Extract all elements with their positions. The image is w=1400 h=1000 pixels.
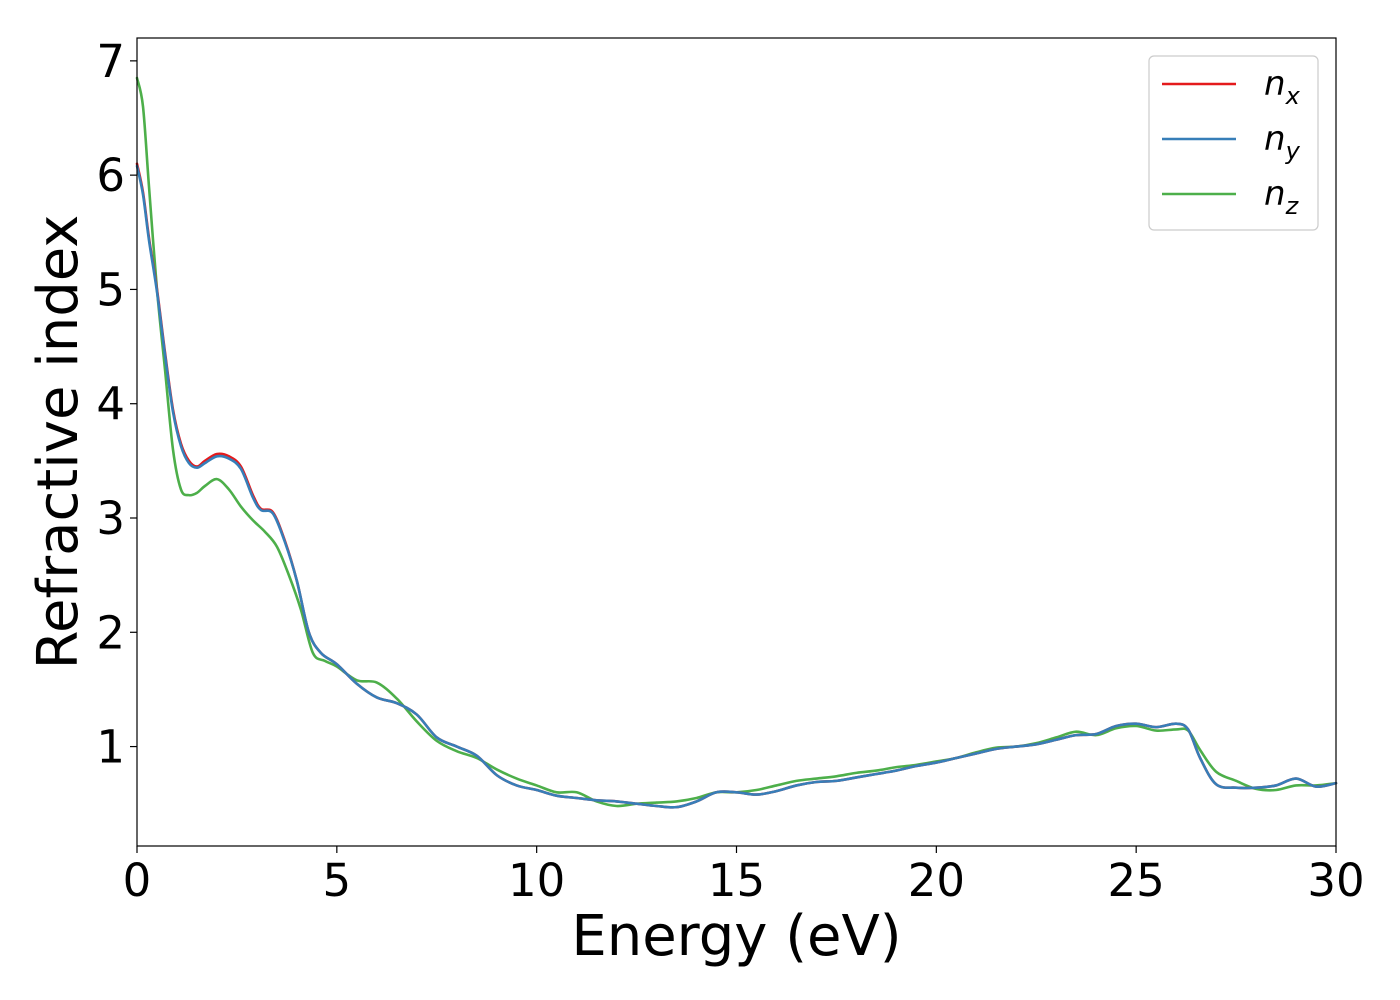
legend: nx ny nz: [1148, 55, 1319, 231]
y-tick-label: 7: [96, 35, 125, 88]
legend-label-z: nz: [1264, 174, 1300, 220]
x-tick-label: 5: [323, 854, 352, 907]
y-tick-label: 2: [96, 606, 125, 659]
x-tick-label: 15: [708, 854, 765, 907]
y-tick-label: 3: [96, 492, 125, 545]
axis-ticks: 0 5 10 15 20 25 30 1 2 3 4 5 6 7: [96, 35, 1364, 907]
x-tick-label: 10: [508, 854, 565, 907]
y-tick-label: 4: [96, 378, 125, 431]
y-tick-label: 5: [96, 263, 125, 316]
legend-box: [1148, 55, 1319, 231]
series-layer: [135, 76, 1338, 809]
x-tick-label: 25: [1108, 854, 1165, 907]
y-tick-label: 1: [96, 721, 125, 774]
x-axis-label: Energy (eV): [571, 904, 901, 969]
y-axis-label: Refractive index: [26, 215, 91, 670]
x-tick-label: 30: [1307, 854, 1364, 907]
legend-label-x: nx: [1264, 64, 1301, 110]
x-tick-label: 0: [123, 854, 152, 907]
y-tick-label: 6: [96, 149, 125, 202]
x-tick-label: 20: [908, 854, 965, 907]
legend-label-y: ny: [1264, 119, 1301, 165]
series-line-y: [135, 164, 1338, 809]
